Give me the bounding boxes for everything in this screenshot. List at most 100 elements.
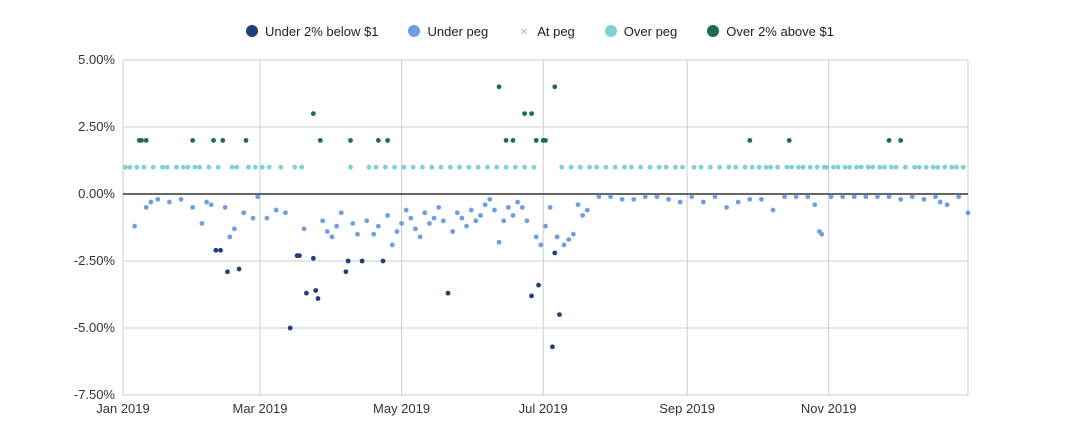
data-point-over xyxy=(494,164,500,170)
data-point-under xyxy=(283,210,288,216)
data-point-over xyxy=(796,164,801,170)
data-points xyxy=(122,84,971,350)
data-point-under xyxy=(301,226,307,232)
data-point-over xyxy=(775,164,781,170)
y-tick-label: 0.00% xyxy=(78,186,115,201)
data-point-over xyxy=(512,164,518,170)
data-point-over xyxy=(749,164,755,170)
data-point-over xyxy=(628,164,634,170)
legend-label: Over 2% above $1 xyxy=(726,23,834,39)
data-point-over xyxy=(577,164,583,170)
data-point-over xyxy=(835,164,841,170)
data-point-over xyxy=(717,164,723,170)
data-point-under2 xyxy=(218,247,223,253)
data-point-under2 xyxy=(236,266,242,272)
data-point-over2 xyxy=(211,138,216,143)
data-point-under2 xyxy=(315,296,321,301)
data-point-under2 xyxy=(303,290,309,296)
data-point-under xyxy=(956,194,962,200)
data-point-over xyxy=(457,164,463,170)
data-point-over2 xyxy=(139,138,144,143)
data-point-under xyxy=(554,234,560,240)
data-point-over xyxy=(612,164,618,170)
data-point-under xyxy=(886,194,892,200)
data-point-over xyxy=(916,164,922,170)
data-point-under xyxy=(547,205,553,210)
data-point-over2 xyxy=(786,138,792,143)
data-point-over xyxy=(466,164,472,170)
data-point-over xyxy=(245,164,251,170)
data-point-under xyxy=(666,196,671,202)
data-point-under xyxy=(482,202,488,208)
legend-dot-icon xyxy=(246,25,259,37)
data-point-under xyxy=(408,215,414,221)
data-point-over xyxy=(292,164,298,170)
data-point-over xyxy=(150,164,156,170)
data-point-under2 xyxy=(557,312,562,317)
data-point-over xyxy=(160,164,165,170)
data-point-under xyxy=(496,239,502,245)
data-point-under2 xyxy=(552,250,558,256)
data-point-under xyxy=(840,194,846,200)
data-point-over xyxy=(691,164,697,170)
data-point-under xyxy=(510,213,516,218)
data-point-under2 xyxy=(445,290,451,296)
data-point-over xyxy=(622,164,627,170)
data-point-over xyxy=(893,164,899,170)
legend-item-under: Under peg xyxy=(408,24,488,39)
data-point-under xyxy=(570,231,576,237)
data-point-under xyxy=(724,205,729,210)
data-point-over2 xyxy=(496,84,502,90)
data-point-over xyxy=(447,164,453,170)
data-point-under xyxy=(324,229,330,234)
data-point-over xyxy=(949,164,955,170)
x-tick-label: Sep 2019 xyxy=(659,401,715,416)
data-point-over2 xyxy=(543,138,548,143)
data-point-over xyxy=(656,164,662,170)
data-point-over xyxy=(122,164,128,170)
data-point-over xyxy=(830,164,836,170)
data-point-under xyxy=(596,194,602,200)
data-point-under xyxy=(543,223,548,229)
data-point-under xyxy=(403,207,409,213)
data-point-under xyxy=(584,207,590,213)
data-point-over xyxy=(266,164,272,170)
data-point-over xyxy=(197,164,203,170)
data-point-over xyxy=(429,164,435,170)
data-point-over xyxy=(768,164,774,170)
data-point-over xyxy=(215,164,221,170)
data-point-under xyxy=(364,218,370,224)
data-point-under xyxy=(143,205,149,210)
data-point-over xyxy=(663,164,669,170)
data-point-under xyxy=(937,199,943,205)
data-point-under2 xyxy=(213,247,219,253)
legend-dot-icon xyxy=(604,25,617,37)
data-point-over xyxy=(814,164,820,170)
data-point-under xyxy=(208,202,214,208)
data-point-over xyxy=(953,164,959,170)
data-point-under xyxy=(689,194,695,200)
data-point-under xyxy=(222,205,228,210)
data-point-under xyxy=(473,218,479,224)
data-point-over xyxy=(164,164,170,170)
y-tick-label: -2.50% xyxy=(74,253,116,268)
data-point-under2 xyxy=(345,258,351,264)
data-point-under xyxy=(468,207,474,213)
data-point-over xyxy=(485,164,490,170)
data-point-over xyxy=(438,164,444,170)
legend-dot-icon xyxy=(408,25,421,37)
chart-legend: Under 2% below $1 Under peg × At peg Over pe… xyxy=(0,20,1080,42)
data-point-over xyxy=(382,164,388,170)
data-point-under2 xyxy=(529,293,534,299)
data-point-under xyxy=(642,194,648,200)
data-point-under xyxy=(204,199,209,205)
data-point-under xyxy=(898,196,904,202)
data-point-over xyxy=(742,164,748,170)
y-tick-label: 5.00% xyxy=(78,52,115,67)
legend-x-icon: × xyxy=(520,23,529,39)
data-point-over xyxy=(206,164,212,170)
data-point-over2 xyxy=(510,138,516,143)
data-point-under xyxy=(580,213,586,218)
data-point-over xyxy=(299,164,305,170)
